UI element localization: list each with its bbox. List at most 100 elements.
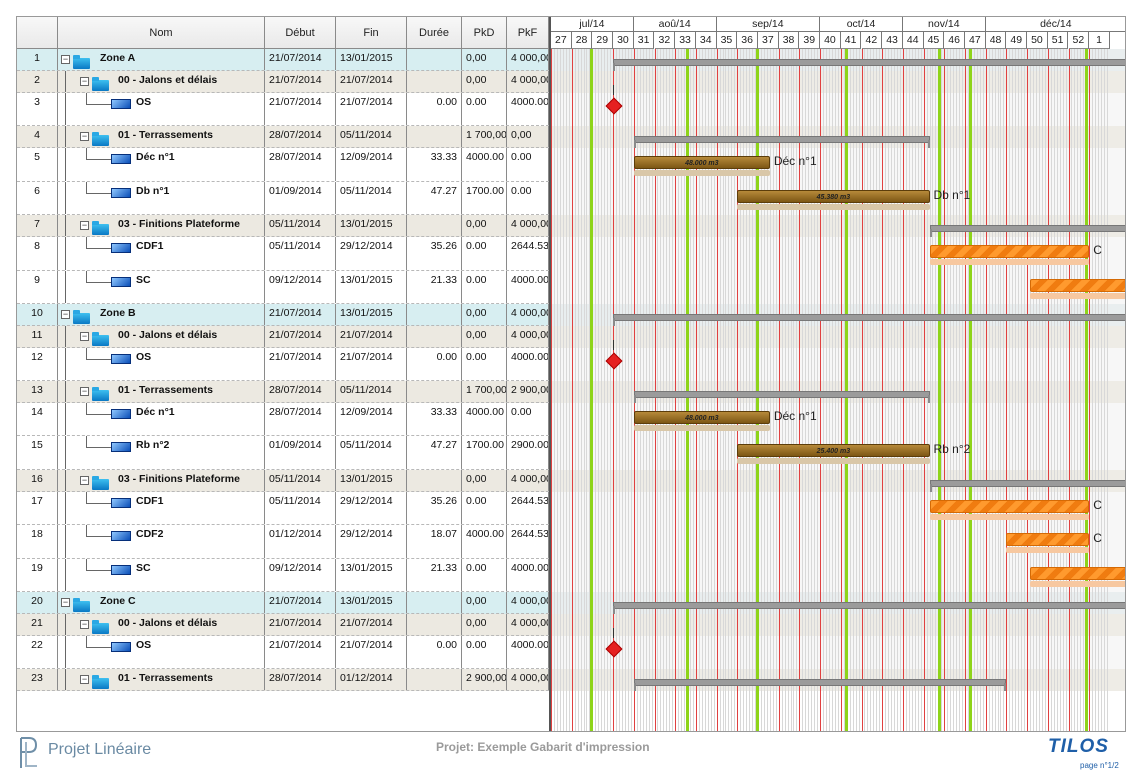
cell-name[interactable]: CDF2 — [58, 525, 265, 558]
cell-start[interactable]: 21/07/2014 — [265, 71, 336, 92]
table-row[interactable]: 23 − 01 - Terrassements 28/07/2014 01/12/201… — [17, 669, 549, 691]
table-row[interactable]: 1 − Zone A 21/07/2014 13/01/2015 0,00 4 000,00 — [17, 49, 549, 71]
cell-name[interactable]: Déc n°1 — [58, 148, 265, 181]
cell-pkd[interactable]: 0,00 — [462, 326, 507, 347]
cell-end[interactable]: 12/09/2014 — [336, 148, 407, 181]
cell-start[interactable]: 28/07/2014 — [265, 381, 336, 402]
cell-start[interactable]: 28/07/2014 — [265, 403, 336, 435]
cell-id[interactable]: 11 — [17, 326, 58, 347]
column-header-start[interactable]: Début — [265, 17, 336, 49]
table-row[interactable]: 19 SC 09/12/2014 13/01/2015 21.33 0.00 4000.00 — [17, 559, 549, 592]
cell-duration[interactable] — [407, 592, 462, 613]
cell-name[interactable]: − 01 - Terrassements — [58, 381, 265, 402]
cell-end[interactable]: 29/12/2014 — [336, 237, 407, 270]
cell-start[interactable]: 21/07/2014 — [265, 93, 336, 125]
cell-pkf[interactable]: 4 000,00 — [507, 470, 549, 491]
cell-start[interactable]: 05/11/2014 — [265, 492, 336, 524]
table-row[interactable]: 15 Rb n°2 01/09/2014 05/11/2014 47.27 1700.00… — [17, 436, 549, 470]
cell-pkf[interactable]: 4 000,00 — [507, 71, 549, 92]
cell-pkd[interactable]: 4000.00 — [462, 403, 507, 435]
cell-name[interactable]: OS — [58, 636, 265, 668]
cell-pkd[interactable]: 1700.00 — [462, 182, 507, 214]
cell-pkd[interactable]: 0.00 — [462, 492, 507, 524]
cell-id[interactable]: 18 — [17, 525, 58, 558]
cell-pkd[interactable]: 1700.00 — [462, 436, 507, 469]
cell-id[interactable]: 22 — [17, 636, 58, 668]
cell-pkd[interactable]: 0.00 — [462, 636, 507, 668]
cell-id[interactable]: 23 — [17, 669, 58, 690]
cell-duration[interactable] — [407, 669, 462, 690]
table-row[interactable]: 21 − 00 - Jalons et délais 21/07/2014 21/07/… — [17, 614, 549, 636]
table-row[interactable]: 22 OS 21/07/2014 21/07/2014 0.00 0.00 4000.00 — [17, 636, 549, 669]
collapse-toggle-icon[interactable]: − — [61, 54, 70, 64]
column-header-pkf[interactable]: PkF — [507, 17, 549, 49]
cell-name[interactable]: Db n°1 — [58, 182, 265, 214]
cell-name[interactable]: − 03 - Finitions Plateforme — [58, 470, 265, 491]
cell-start[interactable]: 28/07/2014 — [265, 126, 336, 147]
cell-pkf[interactable]: 2644.53 — [507, 525, 549, 558]
cell-pkf[interactable]: 2900.00 — [507, 436, 549, 469]
cell-duration[interactable]: 35.26 — [407, 492, 462, 524]
table-row[interactable]: 4 − 01 - Terrassements 28/07/2014 05/11/2014… — [17, 126, 549, 148]
cell-name[interactable]: CDF1 — [58, 237, 265, 270]
cell-pkd[interactable]: 1 700,00 — [462, 126, 507, 147]
table-row[interactable]: 20 − Zone C 21/07/2014 13/01/2015 0,00 4 000,0… — [17, 592, 549, 614]
cell-end[interactable]: 05/11/2014 — [336, 182, 407, 214]
table-row[interactable]: 11 − 00 - Jalons et délais 21/07/2014 21/07/… — [17, 326, 549, 348]
task-bar[interactable]: 48.000 m3 — [633, 411, 770, 424]
cell-name[interactable]: OS — [58, 348, 265, 380]
column-header-id[interactable] — [17, 17, 58, 49]
cell-pkd[interactable]: 0.00 — [462, 237, 507, 270]
cell-start[interactable]: 01/12/2014 — [265, 525, 336, 558]
task-bar[interactable] — [1030, 567, 1125, 580]
task-bar[interactable]: 45.380 m3 — [737, 190, 930, 203]
cell-start[interactable]: 21/07/2014 — [265, 614, 336, 635]
table-row[interactable]: 14 Déc n°1 28/07/2014 12/09/2014 33.33 4000.0… — [17, 403, 549, 436]
cell-duration[interactable]: 21.33 — [407, 559, 462, 591]
cell-start[interactable]: 21/07/2014 — [265, 49, 336, 70]
cell-start[interactable]: 21/07/2014 — [265, 326, 336, 347]
collapse-toggle-icon[interactable]: − — [80, 386, 89, 396]
table-row[interactable]: 5 Déc n°1 28/07/2014 12/09/2014 33.33 4000.00… — [17, 148, 549, 182]
cell-end[interactable]: 29/12/2014 — [336, 492, 407, 524]
cell-end[interactable]: 13/01/2015 — [336, 215, 407, 236]
cell-name[interactable]: − 00 - Jalons et délais — [58, 614, 265, 635]
cell-id[interactable]: 1 — [17, 49, 58, 70]
collapse-toggle-icon[interactable]: − — [80, 331, 89, 341]
cell-pkd[interactable]: 0,00 — [462, 470, 507, 491]
cell-pkd[interactable]: 0.00 — [462, 93, 507, 125]
task-bar[interactable]: 48.000 m3 — [633, 156, 770, 169]
cell-id[interactable]: 13 — [17, 381, 58, 402]
summary-bar[interactable] — [613, 59, 1125, 66]
cell-name[interactable]: − 00 - Jalons et délais — [58, 326, 265, 347]
table-row[interactable]: 18 CDF2 01/12/2014 29/12/2014 18.07 4000.00 26… — [17, 525, 549, 559]
cell-id[interactable]: 3 — [17, 93, 58, 125]
cell-name[interactable]: − Zone A — [58, 49, 265, 70]
table-row[interactable]: 13 − 01 - Terrassements 28/07/2014 05/11/201… — [17, 381, 549, 403]
cell-end[interactable]: 21/07/2014 — [336, 93, 407, 125]
cell-id[interactable]: 4 — [17, 126, 58, 147]
cell-pkf[interactable]: 4 000,00 — [507, 49, 549, 70]
summary-bar[interactable] — [929, 225, 1125, 232]
cell-pkf[interactable]: 4 000,00 — [507, 614, 549, 635]
cell-id[interactable]: 7 — [17, 215, 58, 236]
cell-end[interactable]: 01/12/2014 — [336, 669, 407, 690]
cell-end[interactable]: 13/01/2015 — [336, 470, 407, 491]
cell-id[interactable]: 5 — [17, 148, 58, 181]
cell-pkf[interactable]: 4 000,00 — [507, 592, 549, 613]
cell-end[interactable]: 05/11/2014 — [336, 381, 407, 402]
cell-duration[interactable]: 47.27 — [407, 436, 462, 469]
task-bar[interactable] — [1030, 279, 1125, 292]
cell-id[interactable]: 21 — [17, 614, 58, 635]
table-row[interactable]: 9 SC 09/12/2014 13/01/2015 21.33 0.00 4000.00 — [17, 271, 549, 304]
cell-pkd[interactable]: 0,00 — [462, 304, 507, 325]
cell-pkf[interactable]: 2644.53 — [507, 492, 549, 524]
cell-duration[interactable]: 0.00 — [407, 93, 462, 125]
cell-duration[interactable]: 21.33 — [407, 271, 462, 303]
cell-duration[interactable] — [407, 71, 462, 92]
cell-pkd[interactable]: 0.00 — [462, 348, 507, 380]
cell-name[interactable]: SC — [58, 271, 265, 303]
cell-name[interactable]: SC — [58, 559, 265, 591]
cell-start[interactable]: 09/12/2014 — [265, 271, 336, 303]
cell-end[interactable]: 13/01/2015 — [336, 592, 407, 613]
